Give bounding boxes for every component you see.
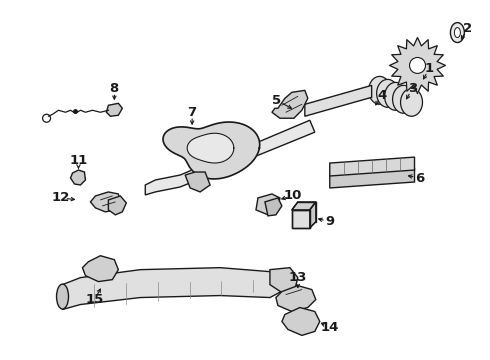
Text: 1: 1 — [425, 62, 434, 75]
Polygon shape — [330, 168, 415, 188]
Ellipse shape — [377, 80, 398, 107]
Polygon shape — [91, 192, 121, 212]
Text: 8: 8 — [110, 82, 119, 95]
Text: 4: 4 — [377, 89, 386, 102]
Text: 2: 2 — [463, 22, 472, 35]
Text: 11: 11 — [70, 154, 88, 167]
Polygon shape — [71, 170, 85, 185]
Text: 6: 6 — [415, 171, 424, 185]
Text: 15: 15 — [85, 293, 103, 306]
Ellipse shape — [385, 82, 407, 110]
Polygon shape — [390, 37, 445, 93]
Text: 12: 12 — [51, 192, 70, 204]
Polygon shape — [292, 202, 316, 210]
Polygon shape — [276, 285, 316, 311]
Polygon shape — [272, 90, 308, 118]
Polygon shape — [265, 198, 282, 216]
Text: 5: 5 — [272, 94, 281, 107]
Polygon shape — [270, 268, 298, 294]
Text: 3: 3 — [408, 82, 417, 95]
Polygon shape — [106, 103, 122, 116]
Text: 9: 9 — [325, 215, 334, 228]
Ellipse shape — [392, 85, 415, 113]
Ellipse shape — [450, 23, 465, 42]
Ellipse shape — [454, 28, 461, 37]
Polygon shape — [145, 120, 315, 195]
Text: 10: 10 — [284, 189, 302, 202]
Polygon shape — [292, 210, 310, 228]
Circle shape — [410, 58, 425, 73]
Polygon shape — [163, 122, 260, 179]
Polygon shape — [256, 194, 280, 215]
Polygon shape — [63, 268, 285, 310]
Ellipse shape — [400, 88, 422, 116]
Ellipse shape — [56, 284, 69, 309]
Text: 14: 14 — [320, 321, 339, 334]
Polygon shape — [187, 133, 234, 163]
Text: 7: 7 — [188, 106, 196, 119]
Text: 13: 13 — [289, 271, 307, 284]
Polygon shape — [310, 202, 316, 228]
Polygon shape — [330, 157, 415, 176]
Polygon shape — [282, 307, 320, 336]
Polygon shape — [305, 85, 371, 116]
Polygon shape — [185, 172, 210, 192]
Polygon shape — [82, 256, 119, 282]
Polygon shape — [108, 196, 126, 215]
Ellipse shape — [368, 76, 391, 104]
